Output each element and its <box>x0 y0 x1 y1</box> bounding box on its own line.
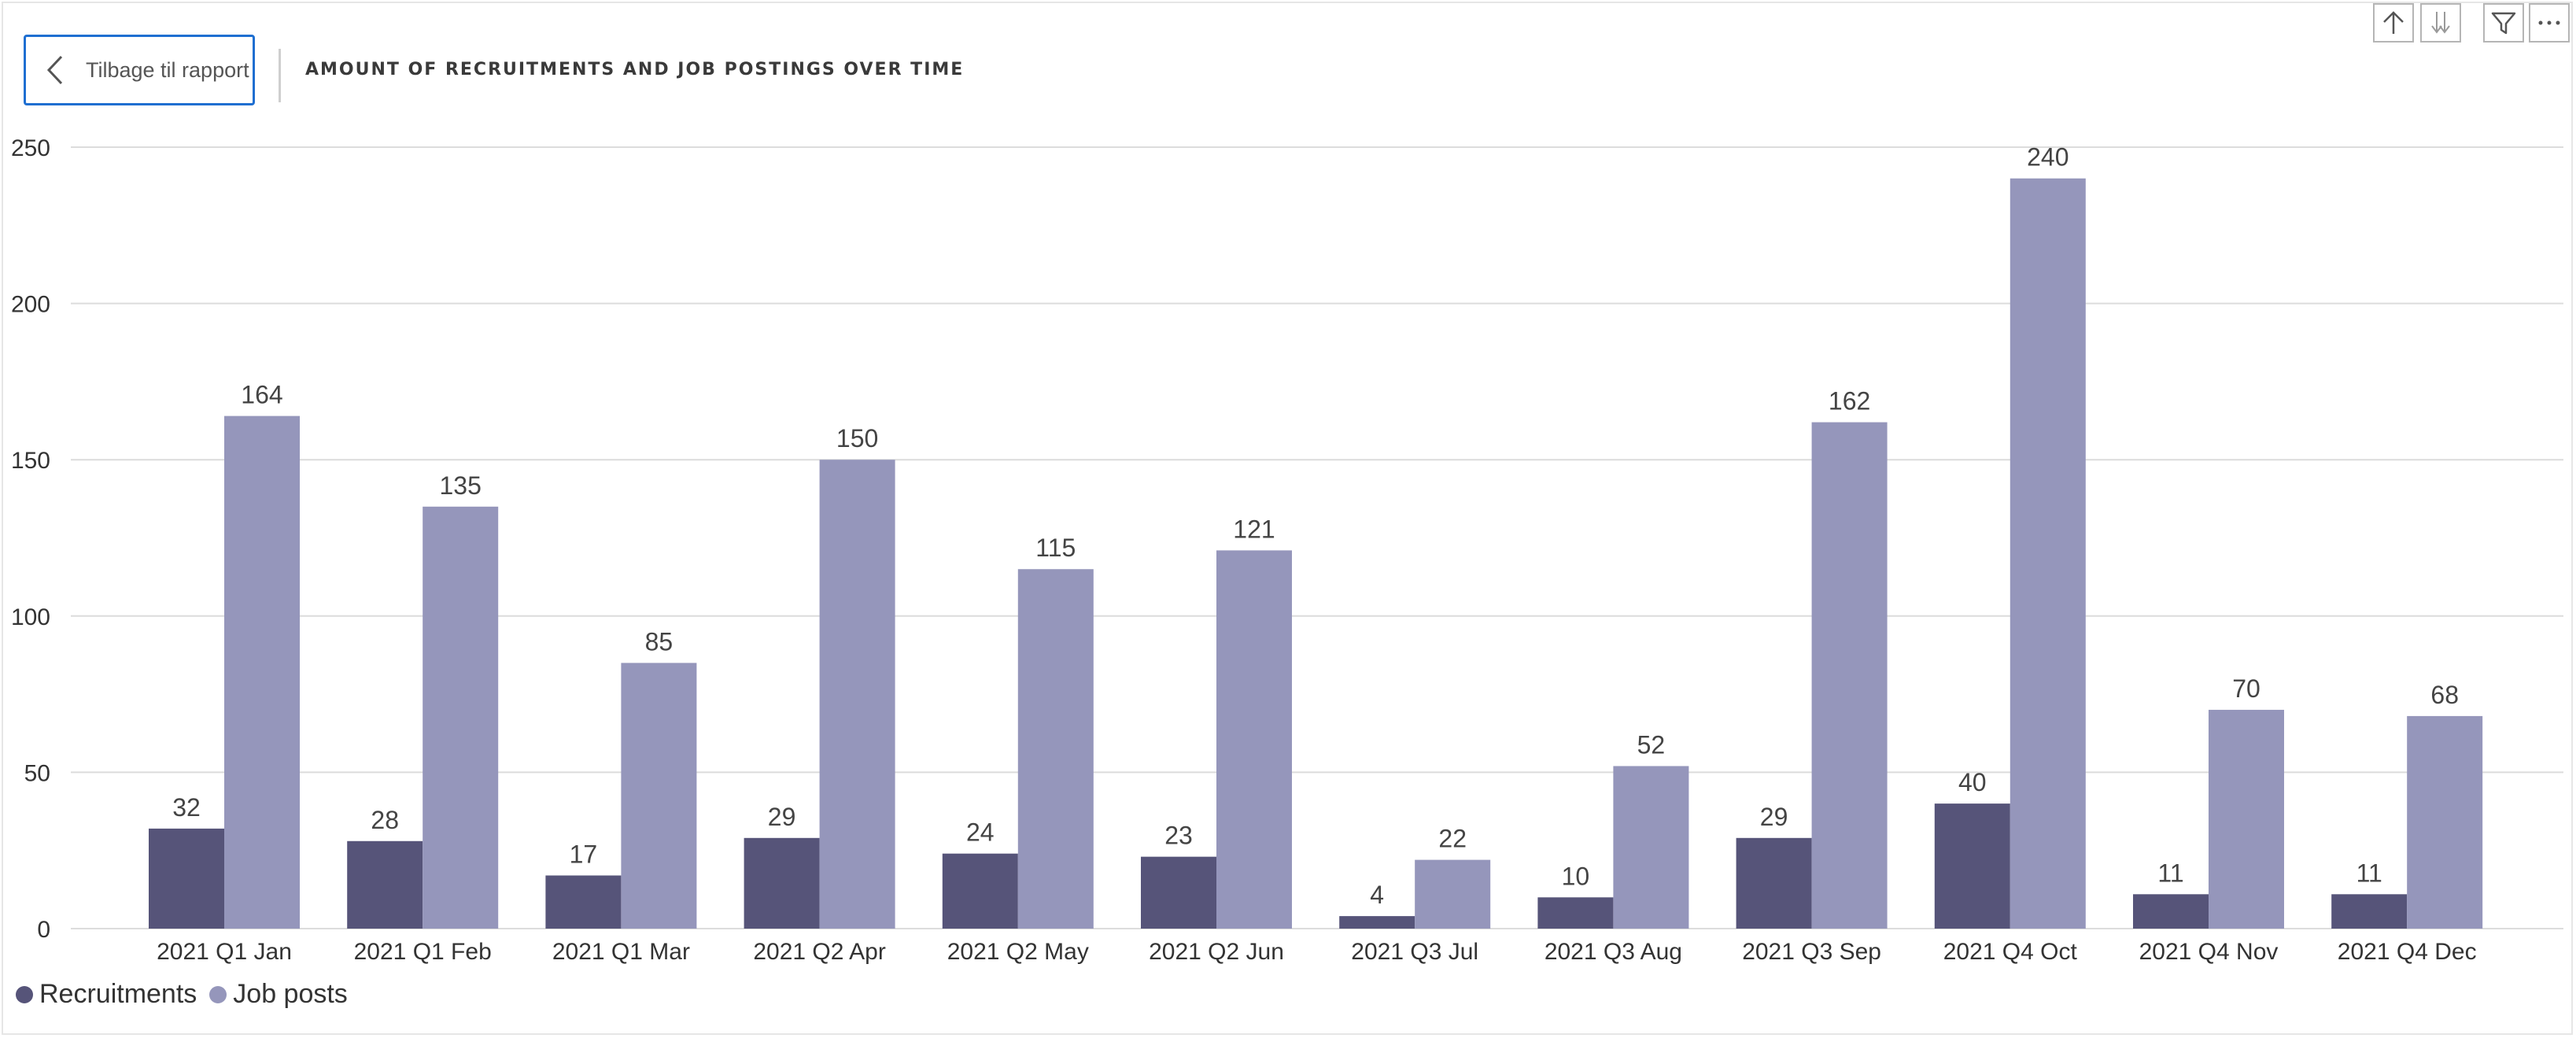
data-label: 11 <box>2356 859 2382 887</box>
bar-recruitments <box>942 853 1018 929</box>
data-label: 121 <box>1233 515 1275 543</box>
bar-job-posts <box>1415 859 1491 929</box>
bar-job-posts <box>621 663 697 929</box>
bar-job-posts <box>2407 715 2483 929</box>
legend-dot-recruitments <box>16 985 33 1003</box>
data-label: 29 <box>1760 803 1788 831</box>
x-tick-label: 2021 Q4 Nov <box>2139 939 2279 965</box>
data-label: 28 <box>371 806 399 834</box>
bar-job-posts <box>2209 709 2284 929</box>
data-label: 135 <box>440 471 482 500</box>
data-label: 240 <box>2027 143 2069 172</box>
x-tick-label: 2021 Q2 Apr <box>753 939 885 965</box>
bar-job-posts <box>2010 178 2086 929</box>
data-label: 164 <box>241 381 282 409</box>
legend: Recruitments Job posts <box>16 979 360 1010</box>
x-tick-label: 2021 Q1 Feb <box>354 939 492 965</box>
bar-recruitments <box>1736 837 1812 929</box>
data-label: 23 <box>1164 822 1193 850</box>
bar-recruitments <box>1141 856 1216 929</box>
x-tick-label: 2021 Q1 Jan <box>157 939 292 965</box>
y-tick-label: 150 <box>11 448 50 474</box>
bar-recruitments <box>347 840 423 929</box>
filter-button[interactable] <box>2483 3 2524 42</box>
data-label: 29 <box>768 803 796 831</box>
legend-dot-job-posts <box>209 985 227 1003</box>
data-label: 85 <box>645 627 674 656</box>
drill-up-button[interactable] <box>2373 3 2414 42</box>
header-divider <box>279 49 281 102</box>
x-tick-label: 2021 Q2 May <box>947 939 1089 965</box>
y-tick-label: 50 <box>24 760 50 786</box>
x-tick-label: 2021 Q4 Oct <box>1943 939 2078 965</box>
y-tick-label: 0 <box>37 917 50 943</box>
chart-title: AMOUNT OF RECRUITMENTS AND JOB POSTINGS … <box>305 60 965 79</box>
bar-recruitments <box>1339 916 1415 929</box>
more-options-button[interactable] <box>2529 3 2570 42</box>
y-tick-label: 200 <box>11 292 50 318</box>
bar-job-posts <box>224 416 300 929</box>
data-label: 162 <box>1829 387 1870 416</box>
bar-job-posts <box>819 460 895 929</box>
chevron-left-icon <box>39 46 72 94</box>
bar-recruitments <box>1934 803 2010 929</box>
drill-down-button[interactable] <box>2420 3 2461 42</box>
back-to-report-button[interactable]: Tilbage til rapport <box>24 35 255 105</box>
more-options-icon <box>2538 20 2560 25</box>
bar-recruitments <box>1537 897 1614 929</box>
legend-item-recruitments[interactable]: Recruitments <box>16 979 197 1010</box>
bar-job-posts <box>1017 569 1094 929</box>
data-label: 17 <box>570 840 598 868</box>
y-tick-label: 100 <box>11 604 50 630</box>
data-label: 115 <box>1035 534 1076 562</box>
data-label: 32 <box>172 793 201 822</box>
x-tick-label: 2021 Q3 Jul <box>1351 939 1478 965</box>
x-tick-label: 2021 Q2 Jun <box>1149 939 1284 965</box>
drill-down-icon <box>2431 12 2450 34</box>
bar-job-posts <box>423 506 499 929</box>
data-label: 22 <box>1438 825 1467 853</box>
bar-job-posts <box>1811 422 1888 929</box>
bar-recruitments <box>149 828 224 929</box>
data-label: 10 <box>1562 862 1590 890</box>
y-tick-label: 250 <box>11 135 50 161</box>
bar-recruitments <box>2331 894 2408 929</box>
filter-icon <box>2491 12 2516 35</box>
data-label: 4 <box>1370 881 1384 909</box>
bar-recruitments <box>545 875 622 929</box>
bar-recruitments <box>744 837 820 929</box>
legend-label-job-posts: Job posts <box>233 979 348 1009</box>
bar-job-posts <box>1613 766 1689 929</box>
legend-label-recruitments: Recruitments <box>39 979 197 1009</box>
data-label: 70 <box>2232 674 2260 703</box>
data-label: 11 <box>2157 859 2183 887</box>
x-tick-label: 2021 Q3 Sep <box>1742 939 1881 965</box>
x-tick-label: 2021 Q4 Dec <box>2338 939 2477 965</box>
back-button-label: Tilbage til rapport <box>86 57 249 82</box>
drill-up-icon <box>2383 11 2404 34</box>
x-tick-label: 2021 Q1 Mar <box>552 939 690 965</box>
bar-recruitments <box>2133 894 2209 929</box>
x-tick-label: 2021 Q3 Aug <box>1544 939 1682 965</box>
data-label: 40 <box>1958 768 1987 796</box>
data-label: 150 <box>836 424 878 453</box>
data-label: 68 <box>2430 681 2459 709</box>
bar-job-posts <box>1216 550 1292 929</box>
data-label: 24 <box>966 818 995 847</box>
data-label: 52 <box>1637 730 1666 759</box>
legend-item-job-posts[interactable]: Job posts <box>209 979 348 1010</box>
